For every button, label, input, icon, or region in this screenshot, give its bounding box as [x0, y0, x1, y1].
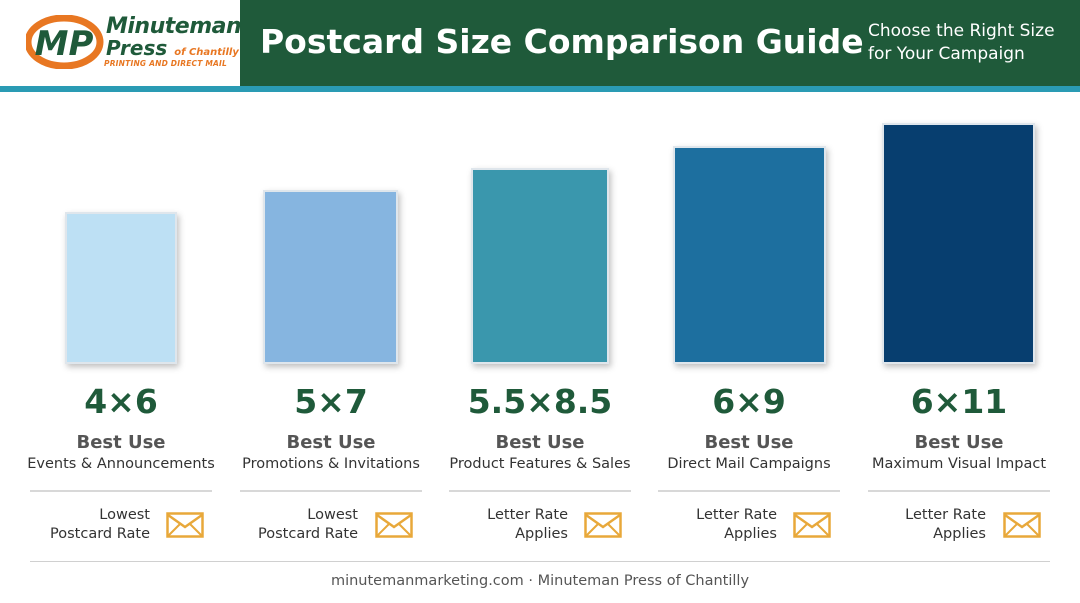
divider: [449, 490, 631, 492]
envelope-icon: [166, 512, 204, 538]
size-label: 6×11: [910, 382, 1008, 421]
rate-line1: Letter Rate: [696, 507, 777, 523]
size-label: 4×6: [84, 382, 158, 421]
logo-name-line1: Minuteman: [106, 14, 242, 39]
postcard-5-5x8-5-card: [471, 168, 609, 364]
envelope-icon: [1003, 512, 1041, 538]
logo-location: of Chantilly: [174, 47, 239, 58]
logo-tagline: PRINTING AND DIRECT MAIL: [104, 59, 227, 68]
rate-line1: Letter Rate: [487, 507, 568, 523]
best-use-text: Direct Mail Campaigns: [667, 456, 831, 472]
logo-name-line2: Press of Chantilly: [106, 38, 239, 63]
best-use-heading: Best Use: [286, 432, 376, 453]
best-use-text: Events & Announcements: [27, 456, 215, 472]
rate-line2: Postcard Rate: [50, 526, 150, 542]
footer-divider: [30, 561, 1050, 562]
rate-info: Lowest Postcard Rate: [30, 506, 150, 544]
rate-line2: Applies: [515, 526, 568, 542]
best-use-heading: Best Use: [704, 432, 794, 453]
rate-line1: Lowest: [99, 507, 150, 523]
envelope-icon: [793, 512, 831, 538]
subtitle-line2: for Your Campaign: [868, 44, 1025, 64]
postcard-5x7-card: [263, 190, 398, 364]
divider: [30, 490, 212, 492]
minuteman-logo-icon: MP: [26, 15, 104, 69]
best-use-text: Promotions & Invitations: [242, 456, 420, 472]
logo[interactable]: MP Minuteman Press of Chantilly PRINTING…: [0, 0, 242, 86]
postcard-column: 6×11 Best Use Maximum Visual Impact: [854, 380, 1064, 474]
size-label: 5.5×8.5: [467, 382, 613, 421]
page-subtitle: Choose the Right Size for Your Campaign: [868, 20, 1068, 66]
rate-line2: Applies: [724, 526, 777, 542]
postcard-4x6-card: [65, 212, 177, 364]
envelope-icon: [584, 512, 622, 538]
best-use-heading: Best Use: [495, 432, 585, 453]
size-label: 5×7: [294, 382, 368, 421]
rate-info: Letter Rate Applies: [448, 506, 568, 544]
rate-line1: Letter Rate: [905, 507, 986, 523]
divider: [240, 490, 422, 492]
best-use-heading: Best Use: [76, 432, 166, 453]
postcard-column: 5.5×8.5 Best Use Product Features & Sale…: [435, 380, 645, 474]
subtitle-line1: Choose the Right Size: [868, 21, 1055, 41]
size-label: 6×9: [712, 382, 786, 421]
best-use-text: Product Features & Sales: [449, 456, 631, 472]
rate-line1: Lowest: [307, 507, 358, 523]
divider: [658, 490, 840, 492]
best-use-heading: Best Use: [914, 432, 1004, 453]
logo-press: Press: [106, 36, 168, 60]
rate-line2: Applies: [933, 526, 986, 542]
postcard-column: 4×6 Best Use Events & Announcements: [16, 380, 226, 474]
envelope-icon: [375, 512, 413, 538]
best-use-text: Maximum Visual Impact: [871, 456, 1047, 472]
postcard-6x9-card: [673, 146, 826, 364]
header-accent-line: [0, 86, 1080, 92]
footer-text[interactable]: minutemanmarketing.com · Minuteman Press…: [330, 573, 750, 589]
rate-info: Lowest Postcard Rate: [238, 506, 358, 544]
divider: [868, 490, 1050, 492]
rate-info: Letter Rate Applies: [866, 506, 986, 544]
page-title: Postcard Size Comparison Guide: [260, 22, 864, 61]
postcard-column: 5×7 Best Use Promotions & Invitations: [226, 380, 436, 474]
svg-text:MP: MP: [35, 24, 94, 64]
rate-line2: Postcard Rate: [258, 526, 358, 542]
postcard-column: 6×9 Best Use Direct Mail Campaigns: [644, 380, 854, 474]
postcard-6x11-card: [882, 123, 1035, 364]
rate-info: Letter Rate Applies: [657, 506, 777, 544]
